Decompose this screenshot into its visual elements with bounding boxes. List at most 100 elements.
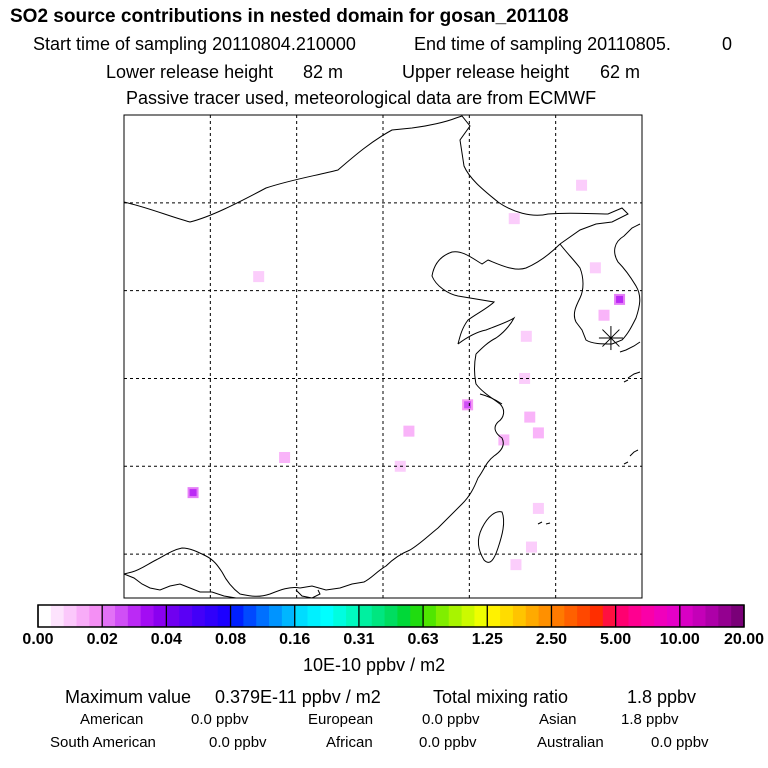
region-value: 0.0 ppbv: [419, 734, 477, 751]
colorbar-swatch: [371, 605, 385, 627]
colorbar-swatch: [718, 605, 732, 627]
colorbar-swatch: [538, 605, 552, 627]
colorbar-swatch: [192, 605, 206, 627]
concentration-cell-core: [464, 401, 472, 409]
colorbar-swatch: [102, 605, 116, 627]
colorbar-swatch: [346, 605, 360, 627]
coastlines: [123, 115, 641, 599]
colorbar-swatch: [307, 605, 321, 627]
colorbar-frame: [37, 604, 745, 628]
colorbar-swatch: [692, 605, 706, 627]
chart-title: SO2 source contributions in nested domai…: [10, 6, 569, 27]
colorbar-swatch: [76, 605, 90, 627]
region-value: 0.0 ppbv: [209, 734, 267, 751]
colorbar-swatch: [397, 605, 411, 627]
max-value-label: Maximum value: [65, 687, 192, 707]
colorbar-units: 10E-10 ppbv / m2: [303, 655, 446, 675]
colorbar-swatch: [731, 605, 745, 627]
colorbar-swatch: [269, 605, 283, 627]
colorbar-swatch: [564, 605, 578, 627]
colorbar-swatch: [140, 605, 154, 627]
concentration-cell: [598, 309, 610, 321]
colorbar-swatch: [230, 605, 244, 627]
colorbar-swatch: [602, 605, 617, 627]
concentration-cell: [532, 427, 544, 439]
concentration-cell: [589, 262, 601, 274]
colorbar-tick-label: 5.00: [600, 631, 632, 648]
colorbar-swatch: [628, 605, 642, 627]
colorbar-swatch: [435, 605, 450, 627]
colorbar-tick-label: 20.00: [723, 631, 765, 648]
end-time-label: End time of sampling 20110805.: [414, 34, 671, 54]
concentration-cell: [508, 213, 520, 225]
max-value: 0.379E-11 ppbv / m2: [215, 687, 381, 707]
lower-release-value: 82 m: [303, 62, 344, 82]
concentration-cell: [519, 372, 531, 384]
colorbar-swatch: [487, 605, 501, 627]
colorbar-swatch: [384, 605, 398, 627]
colorbar-swatch: [179, 605, 193, 627]
colorbar-swatch: [333, 605, 347, 627]
lower-release-label: Lower release height: [106, 62, 274, 82]
upper-release-value: 62 m: [600, 62, 641, 82]
concentration-cell: [510, 559, 522, 571]
region-name: American: [80, 711, 144, 728]
colorbar-swatch: [705, 605, 719, 627]
colorbar-swatch: [461, 605, 475, 627]
colorbar: [37, 604, 745, 628]
colorbar-swatch: [654, 605, 668, 627]
graticule: [124, 115, 642, 598]
end-time-suffix: 0: [722, 34, 733, 54]
region-name: Australian: [537, 734, 604, 751]
colorbar-tick-label: 2.50: [535, 631, 568, 648]
colorbar-tick-label: 0.08: [214, 631, 247, 648]
colorbar-tick-label: 0.63: [407, 631, 439, 648]
colorbar-swatch: [423, 605, 437, 627]
colorbar-tick-label: 0.02: [86, 631, 118, 648]
colorbar-swatch: [217, 605, 231, 627]
concentration-cell: [576, 179, 588, 191]
concentration-cell-core: [616, 295, 624, 303]
region-value: 0.0 ppbv: [651, 734, 709, 751]
region-name: South American: [50, 734, 156, 751]
region-name: Asian: [539, 711, 577, 728]
start-time-label: Start time of sampling 20110804.210000: [33, 34, 356, 54]
region-value: 0.0 ppbv: [422, 711, 480, 728]
colorbar-swatch: [38, 605, 52, 627]
colorbar-swatch: [256, 605, 270, 627]
receptor-star-ray: [602, 329, 620, 347]
colorbar-tick-label: 10.00: [659, 631, 700, 648]
concentration-cell: [253, 271, 265, 283]
concentration-cell: [525, 541, 537, 553]
receptor-marker: [598, 326, 623, 351]
colorbar-swatch: [127, 605, 142, 627]
region-name: African: [326, 734, 373, 751]
concentration-cell: [279, 451, 291, 463]
region-value: 1.8 ppbv: [621, 711, 679, 728]
concentration-cell-core: [189, 489, 197, 497]
total-mixing-label: Total mixing ratio: [433, 687, 569, 707]
colorbar-swatch: [525, 605, 540, 627]
colorbar-swatch: [512, 605, 527, 627]
colorbar-swatch: [679, 605, 694, 627]
colorbar-tick-label: 1.25: [471, 631, 503, 648]
colorbar-swatch: [641, 605, 655, 627]
colorbar-swatch: [551, 605, 565, 627]
colorbar-swatch: [474, 605, 488, 627]
colorbar-swatch: [666, 605, 681, 627]
colorbar-swatch: [577, 605, 591, 627]
colorbar-swatch: [63, 605, 77, 627]
colorbar-swatch: [281, 605, 296, 627]
map-frame: [123, 114, 643, 599]
colorbar-swatch: [294, 605, 308, 627]
concentration-cell: [403, 425, 415, 437]
tracer-note: Passive tracer used, meteorological data…: [126, 88, 597, 108]
colorbar-swatch: [615, 605, 629, 627]
colorbar-tick-label: 0.31: [343, 631, 375, 648]
colorbar-swatch: [320, 605, 334, 627]
region-value: 0.0 ppbv: [191, 711, 249, 728]
concentration-cells: [187, 179, 626, 571]
region-name: European: [308, 711, 374, 728]
colorbar-tick-label: 0.00: [22, 631, 54, 648]
